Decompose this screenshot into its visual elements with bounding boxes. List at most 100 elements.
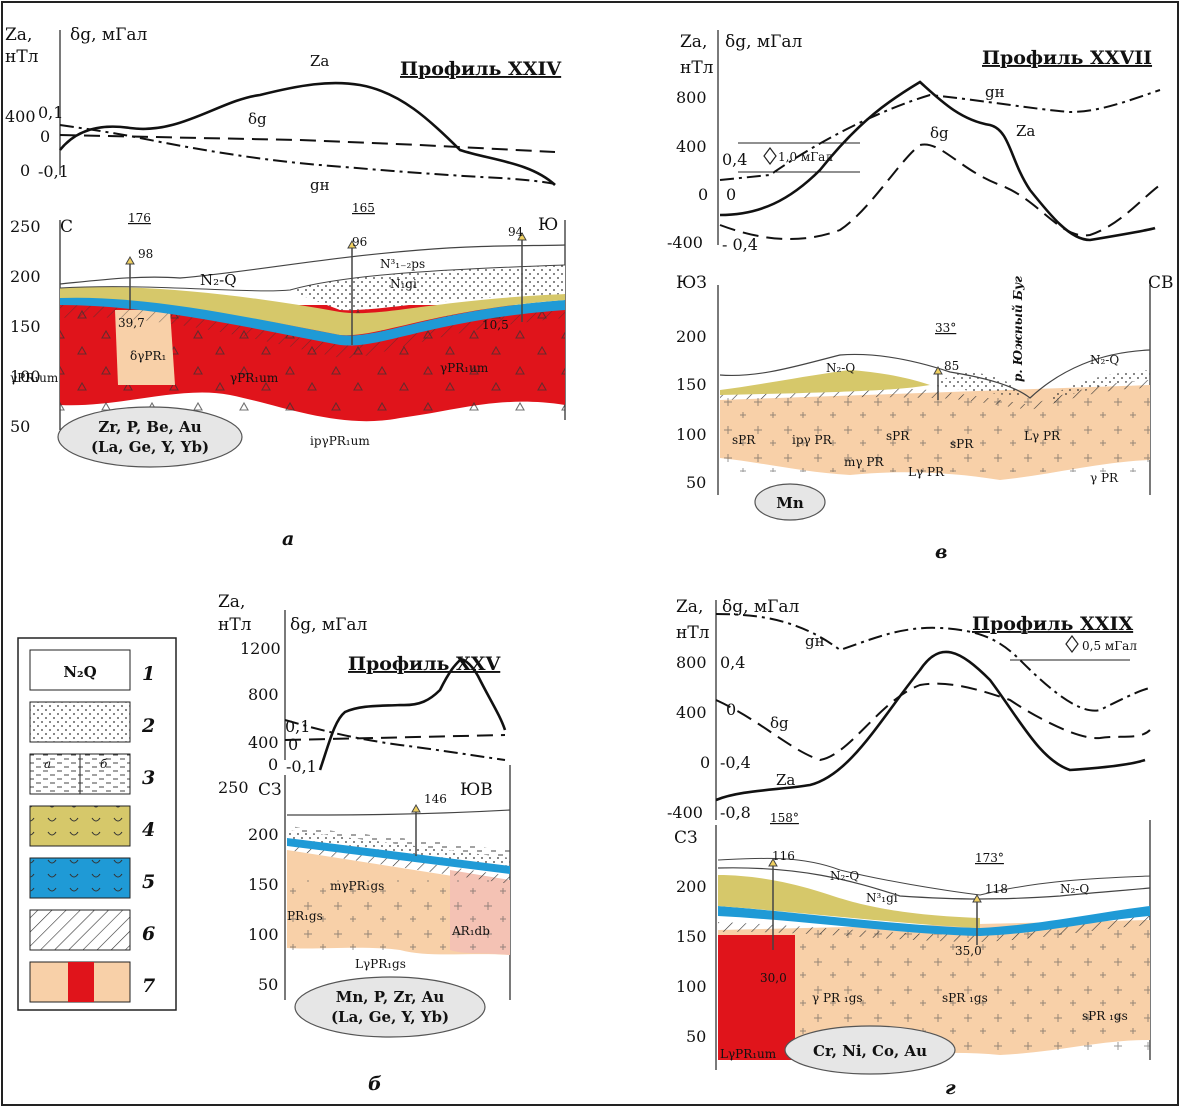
curve-label-dg: δg [930,124,949,142]
za-tick-400: 400 [5,107,36,126]
elements-line-1: Cr, Ni, Co, Au [813,1042,927,1060]
za-curve [719,80,1156,242]
unit-spr-2: sPR [886,429,910,443]
depth-tick-50: 50 [10,417,30,436]
unit-ar1db: AR₁db [451,924,490,938]
unit-lgpr1um: LγPR₁um [720,1047,777,1061]
elements-line-2: (La, Ge, Y, Yb) [331,1008,449,1026]
dg-axis-label: δg, мГал [70,25,148,45]
za-tick-800: 800 [676,88,707,107]
blue-layer [60,295,565,346]
depth-tick-50: 50 [686,473,706,492]
dg-tick-0: 0 [726,185,736,204]
value-30-0: 30,0 [760,971,787,985]
unit-ipgpr: ipγ PR [792,433,833,447]
unit-n1-2ps: N³₁₋₂ps [380,257,425,271]
elements-badge [57,406,243,468]
unit-gpr1um-center: γPR₁um [230,371,279,385]
panel-letter-b: б [368,1073,382,1095]
curve-label-gn: gн [310,176,330,194]
well-label-146: 146 [424,792,447,806]
unit-spr1gs-1: sPR ₁gs [942,991,988,1005]
direction-left: СЗ [674,828,698,848]
za-tick-0: 0 [698,185,708,204]
za-curve [715,650,1146,802]
dg-tick-01: 0,1 [38,103,63,122]
profile-title: Профиль XXIV [400,58,562,80]
unit-pr1gs: PR₁gs [287,909,323,923]
gn-curve [284,719,506,761]
za-label-1: Za, [676,597,703,617]
dg-tick-m04: - 0,4 [722,235,758,254]
well-label-85: 85 [944,359,959,373]
depth-tick-250: 250 [10,217,41,236]
pale-intrusion [115,310,175,385]
curve-label-dg: δg [248,110,267,128]
curve-label-za: Za [1016,122,1035,140]
dg-tick-m08: -0,8 [720,803,751,822]
profile-title: Профиль XXVII [982,47,1152,69]
za-label-1: Za, [218,592,245,612]
dg-axis-label: δg, мГал [290,615,368,635]
blue-layer [287,838,510,874]
scale-bar-label: 1,0 мГал [778,150,833,164]
depth-tick-200: 200 [10,267,41,286]
panel-letter-v: в [935,541,947,563]
unit-spr-3: sPR [950,437,974,451]
dg-curve [284,734,506,741]
legend-num-1: 1 [142,663,155,685]
direction-left: СЗ [258,780,282,800]
elements-line-1: Mn, P, Zr, Au [336,988,445,1006]
depth-tick-100: 100 [676,425,707,444]
unit-spr-1: sPR [732,433,756,447]
dg-tick-04: 0,4 [720,653,745,672]
dg-axis-label: δg, мГал [722,597,800,617]
panel-letter-g: г [945,1077,956,1099]
elements-line-1: Zr, P, Be, Au [98,418,201,436]
depth-tick-50: 50 [258,975,278,994]
depth-tick-50: 50 [686,1027,706,1046]
elements-badge [784,1025,956,1075]
dg-tick-0: 0 [288,735,298,754]
well-mark-165: 165 [352,201,375,215]
curve-label-za: Za [310,52,329,70]
well-label-118: 118 [985,882,1008,896]
gn-curve [59,124,556,185]
dg-tick-m04: -0,4 [720,753,751,772]
curve-label-gn: gн [805,632,825,650]
panel-letter-a: а [282,528,294,550]
legend-swatch-6 [29,909,131,951]
unit-ipgpr1um: ipγPR₁um [310,434,370,448]
za-tick-800: 800 [248,685,279,704]
dg-tick-0: 0 [726,700,736,719]
unit-lgpr-1: Lγ PR [1024,429,1061,443]
legend-swatch-1 [29,649,131,691]
legend-num-7: 7 [142,975,155,997]
za-tick-400: 400 [248,733,279,752]
well-mark-158: 158° [770,811,799,825]
legend-num-6: 6 [142,923,155,945]
dg-tick-0: 0 [40,127,50,146]
curve-label-za: Za [776,771,795,789]
unit-mgpr: mγ PR [844,455,884,469]
za-tick-1200: 1200 [240,639,281,658]
unit-lgpr-2: Lγ PR [908,465,945,479]
legend-num-3: 3 [142,767,155,789]
panel-b: Za, нТл δg, мГал Профиль XXV 1200 800 40… [218,592,511,1095]
scale-bar-label: 0,5 мГал [1082,639,1137,653]
dg-curve [719,143,1161,241]
unit-n2q-right: N₂-Q [1060,882,1089,896]
well-mark-173: 173° [975,851,1004,865]
za-tick-0: 0 [268,755,278,774]
depth-tick-200: 200 [676,877,707,896]
depth-tick-150: 150 [248,875,279,894]
elements-line-1: Mn [776,494,804,512]
za-tick-0: 0 [20,161,30,180]
za-tick-m400: -400 [667,803,703,822]
panel-g: Za, нТл δg, мГал Профиль XXIX 800 400 0 … [667,597,1151,1099]
depth-tick-200: 200 [248,825,279,844]
unit-n2q-left: N₂-Q [826,361,855,375]
za-tick-800: 800 [676,653,707,672]
za-label-1: Za, [5,25,32,45]
